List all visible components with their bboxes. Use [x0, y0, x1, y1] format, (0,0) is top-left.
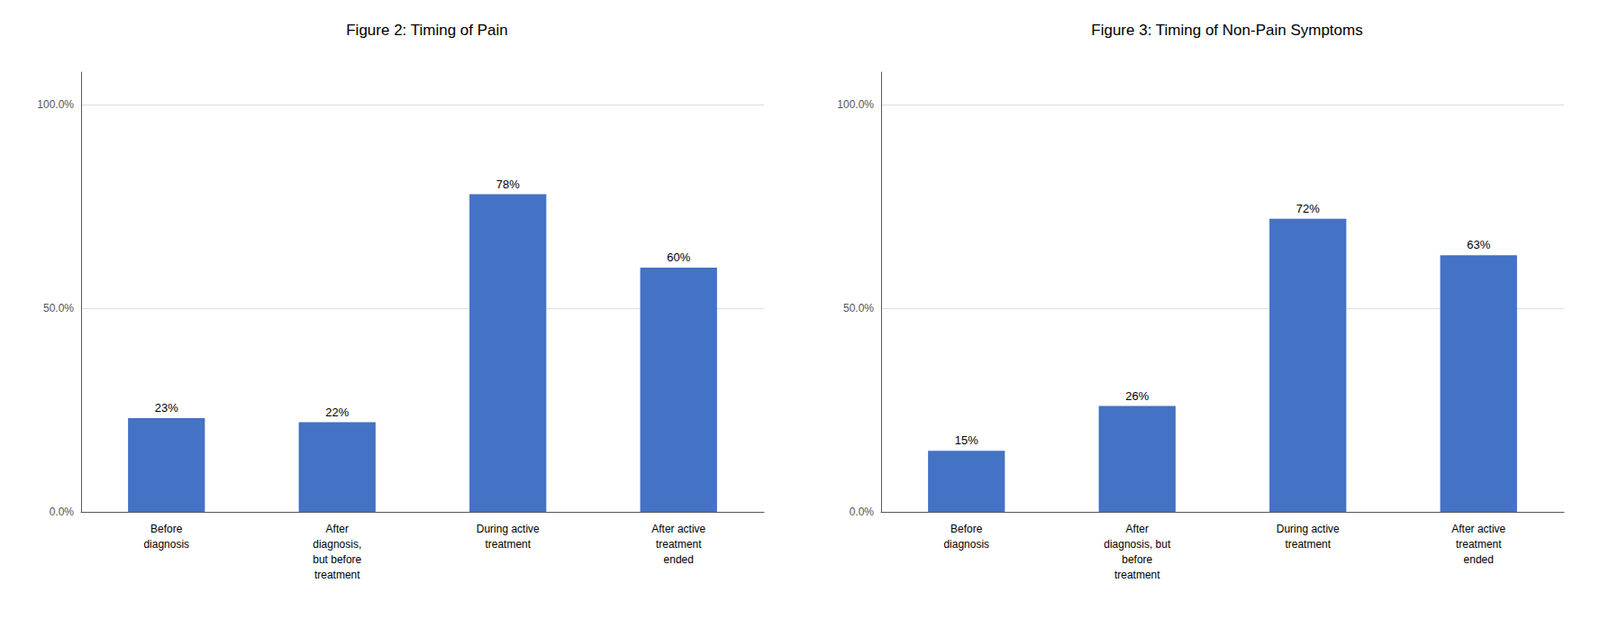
- svg-text:During active: During active: [1276, 522, 1340, 536]
- svg-text:diagnosis: diagnosis: [943, 537, 990, 551]
- svg-text:22%: 22%: [325, 405, 349, 419]
- svg-text:78%: 78%: [496, 177, 520, 191]
- svg-text:After active: After active: [1451, 522, 1506, 536]
- svg-text:63%: 63%: [1466, 237, 1491, 252]
- svg-text:treatment: treatment: [314, 568, 361, 582]
- svg-text:0.0%: 0.0%: [849, 505, 875, 519]
- svg-text:Figure 2: Timing of Pain: Figure 2: Timing of Pain: [345, 21, 509, 39]
- svg-text:After active: After active: [651, 522, 706, 536]
- svg-text:before: before: [1121, 553, 1153, 566]
- svg-text:diagnosis,: diagnosis,: [312, 537, 362, 551]
- svg-text:ended: ended: [1463, 553, 1494, 566]
- svg-text:60%: 60%: [666, 250, 691, 264]
- svg-text:During active: During active: [476, 522, 540, 536]
- svg-text:treatment: treatment: [1114, 568, 1161, 582]
- svg-text:After: After: [326, 522, 349, 536]
- svg-text:Figure 3: Timing of Non-Pain S: Figure 3: Timing of Non-Pain Symptoms: [1090, 21, 1363, 39]
- svg-text:15%: 15%: [954, 433, 979, 447]
- svg-text:treatment: treatment: [484, 537, 531, 551]
- svg-text:50.0%: 50.0%: [43, 301, 74, 315]
- svg-text:diagnosis, but: diagnosis, but: [1103, 537, 1172, 551]
- svg-text:treatment: treatment: [1284, 537, 1331, 551]
- svg-text:diagnosis: diagnosis: [143, 537, 190, 551]
- svg-text:23%: 23%: [154, 400, 179, 415]
- svg-text:ended: ended: [663, 553, 694, 566]
- svg-text:Before: Before: [150, 522, 183, 536]
- svg-text:100.0%: 100.0%: [36, 98, 74, 111]
- svg-text:treatment: treatment: [1455, 537, 1502, 551]
- svg-text:treatment: treatment: [655, 537, 702, 551]
- svg-text:72%: 72%: [1296, 201, 1320, 216]
- svg-text:Before: Before: [950, 522, 983, 536]
- svg-text:0.0%: 0.0%: [49, 505, 75, 519]
- svg-text:50.0%: 50.0%: [843, 301, 874, 315]
- svg-text:After: After: [1126, 522, 1149, 536]
- svg-text:but before: but before: [312, 553, 362, 566]
- svg-text:26%: 26%: [1125, 389, 1149, 403]
- svg-text:100.0%: 100.0%: [836, 98, 874, 111]
